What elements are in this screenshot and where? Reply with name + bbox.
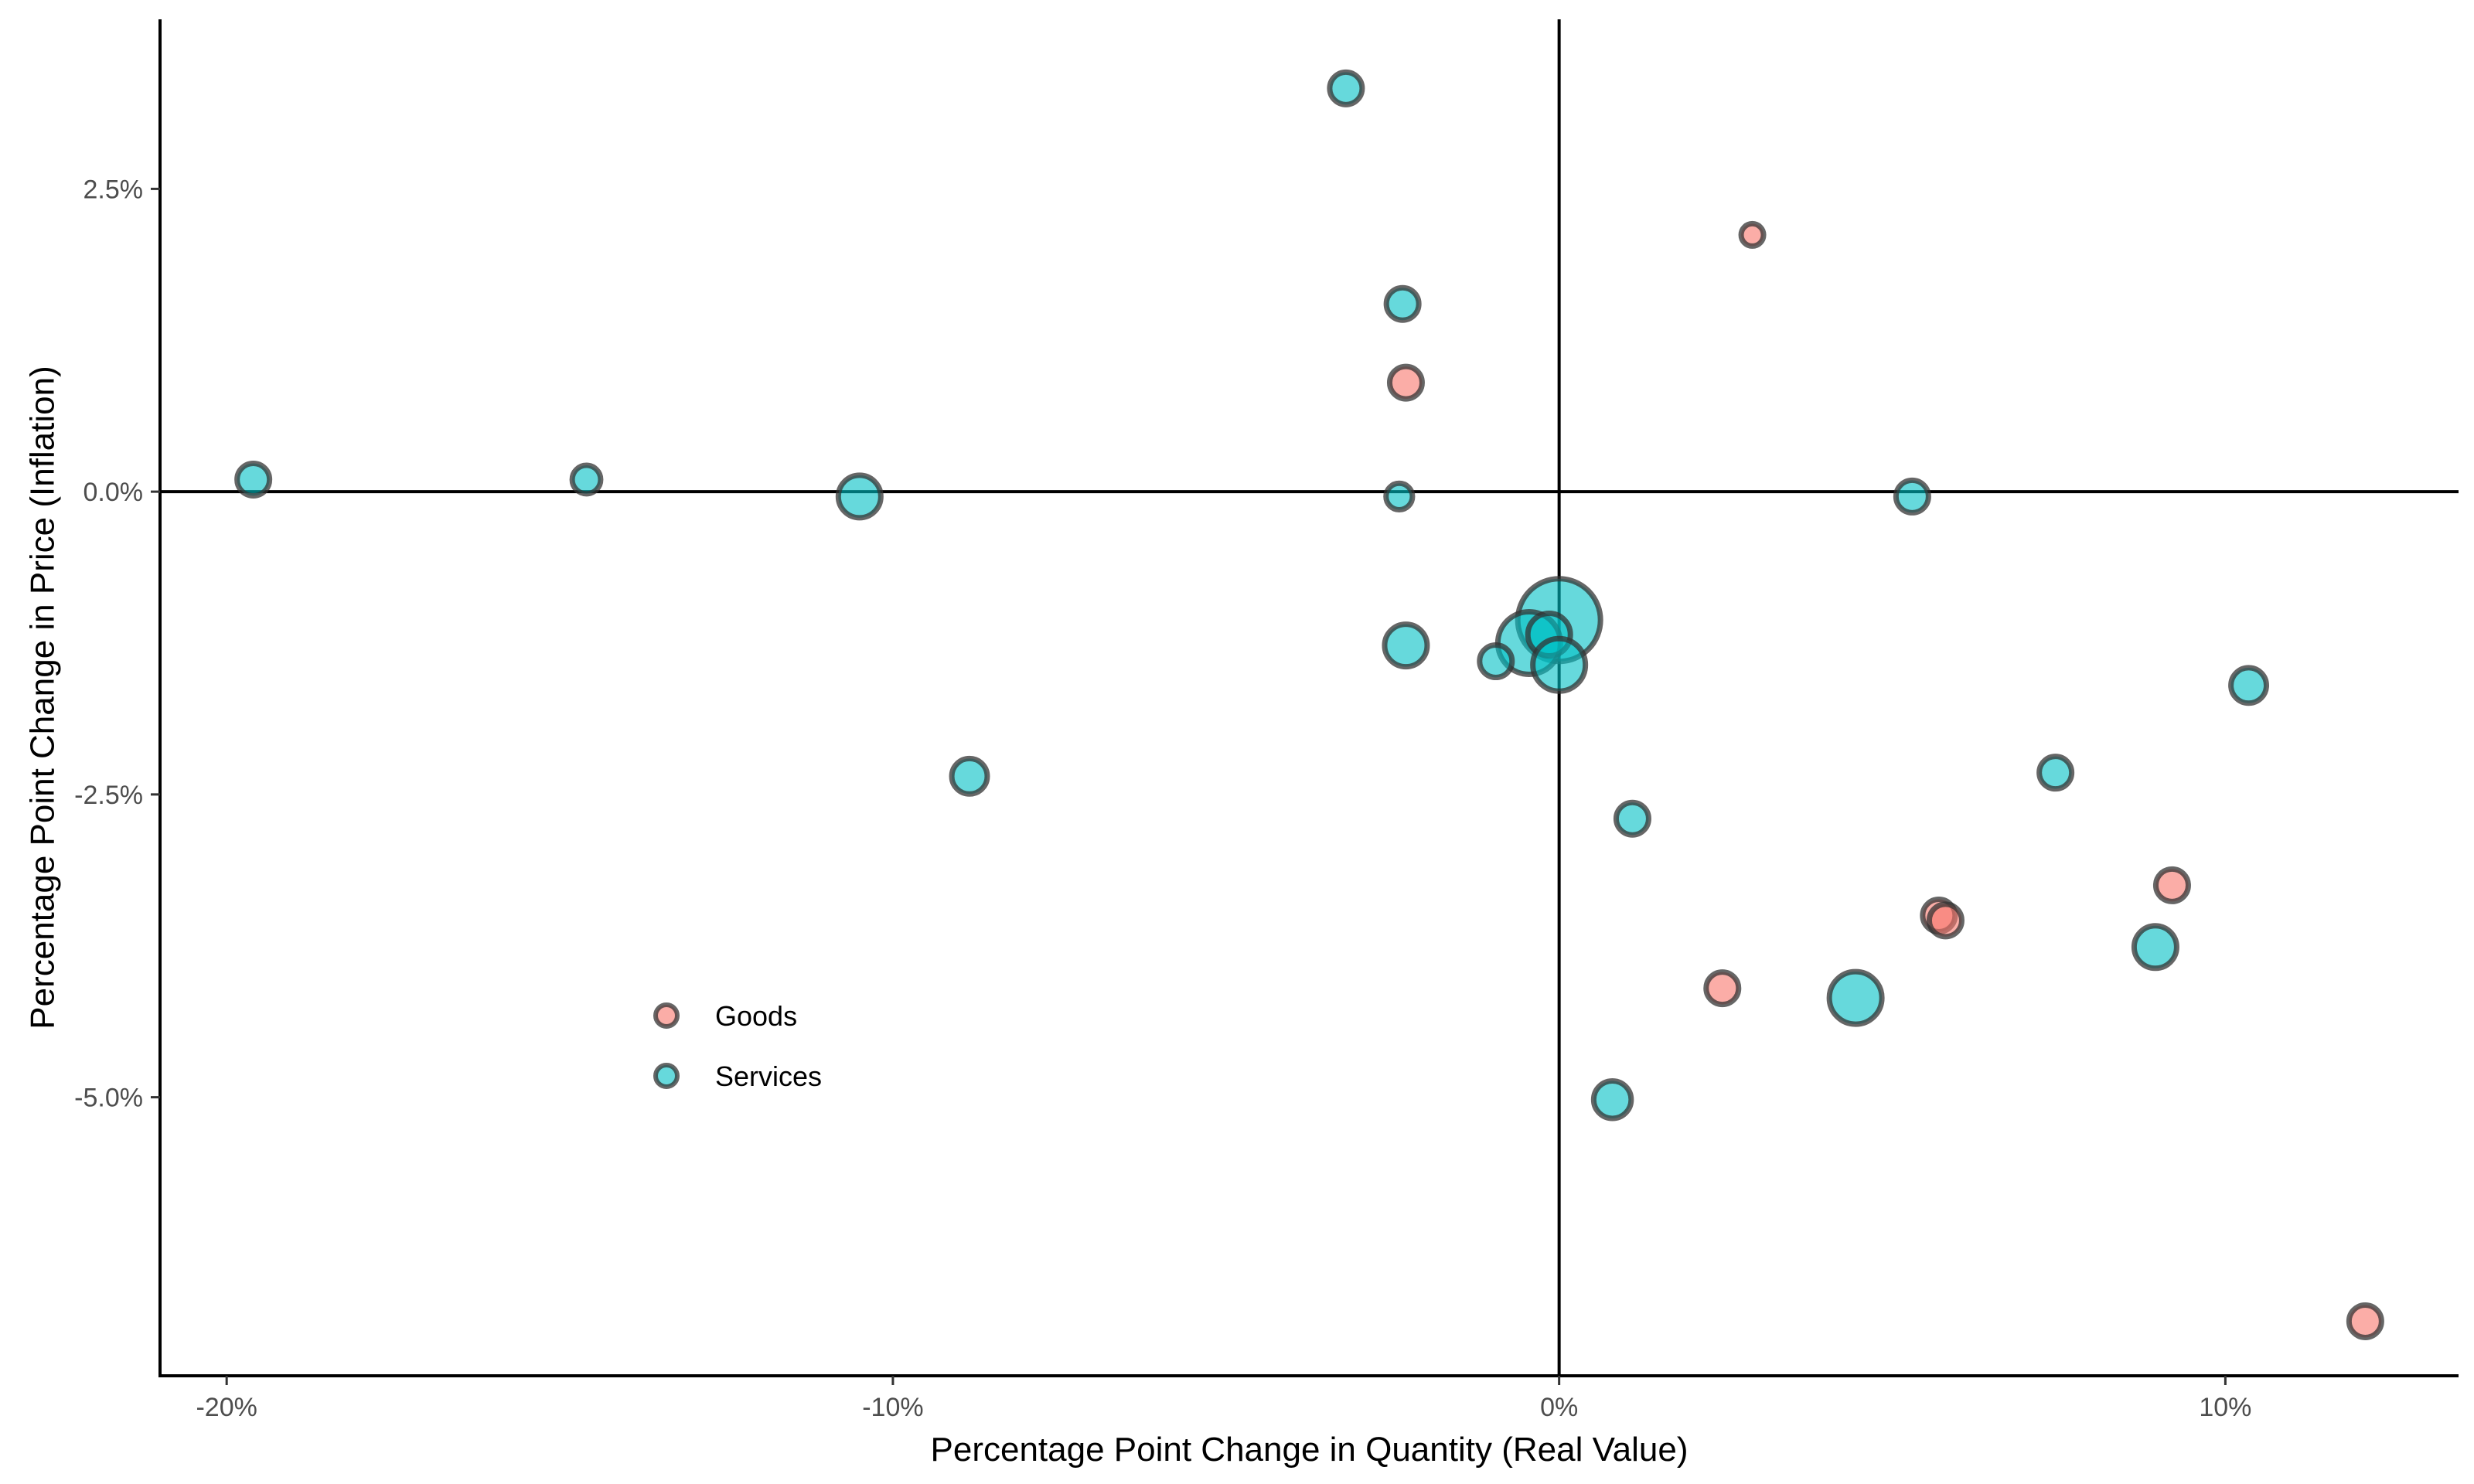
data-point-goods xyxy=(2346,1302,2384,1340)
y-tick-label: 0.0% xyxy=(83,478,144,507)
data-point-services xyxy=(1613,799,1651,838)
data-point-services xyxy=(234,460,273,499)
y-tick-label: -5.0% xyxy=(74,1084,143,1113)
data-point-services xyxy=(1327,69,1365,107)
data-point-goods xyxy=(1703,969,1742,1008)
legend-label: Services xyxy=(715,1060,822,1092)
legend-item-services: Services xyxy=(653,1060,822,1092)
axes xyxy=(158,19,2459,1377)
x-tick-label: -20% xyxy=(196,1393,257,1422)
data-point-goods xyxy=(1738,220,1767,249)
data-point-services xyxy=(1893,477,1931,516)
y-tick-label: -2.5% xyxy=(74,781,143,810)
data-point-services xyxy=(1382,621,1430,670)
x-tick-label: -10% xyxy=(862,1393,923,1422)
legend-swatch xyxy=(653,1002,680,1029)
data-point-services xyxy=(1383,480,1416,512)
data-point-services xyxy=(1590,1077,1634,1122)
x-axis-ticks: -20% -10% 0% 10% xyxy=(196,1376,2251,1422)
data-point-services xyxy=(2036,754,2075,792)
data-point-services xyxy=(569,462,604,497)
reference-lines xyxy=(160,19,2459,1376)
data-point-services xyxy=(1477,642,1515,680)
y-tick-label: 2.5% xyxy=(83,175,144,204)
data-point-services xyxy=(2228,665,2270,706)
legend-item-goods: Goods xyxy=(653,1000,797,1032)
x-tick-label: 0% xyxy=(1540,1393,1578,1422)
data-point-goods xyxy=(1386,363,1425,402)
data-point-services xyxy=(1530,635,1589,694)
data-point-services xyxy=(949,755,990,797)
data-point-goods xyxy=(2152,866,2191,904)
legend-label: Goods xyxy=(715,1000,797,1032)
y-axis-title: Percentage Point Change in Price (Inflat… xyxy=(24,366,62,1030)
x-axis-title: Percentage Point Change in Quantity (Rea… xyxy=(931,1431,1689,1469)
data-points xyxy=(234,69,2384,1340)
y-axis-ticks: 2.5% 0.0% -2.5% -5.0% xyxy=(74,175,160,1113)
data-point-goods xyxy=(1926,901,1965,940)
data-point-services xyxy=(1383,284,1422,323)
data-point-services xyxy=(1826,968,1885,1027)
data-point-services xyxy=(835,472,884,521)
data-point-services xyxy=(2131,923,2179,972)
legend: Goods Services xyxy=(653,1000,822,1092)
legend-swatch xyxy=(653,1063,680,1089)
x-tick-label: 10% xyxy=(2199,1393,2251,1422)
